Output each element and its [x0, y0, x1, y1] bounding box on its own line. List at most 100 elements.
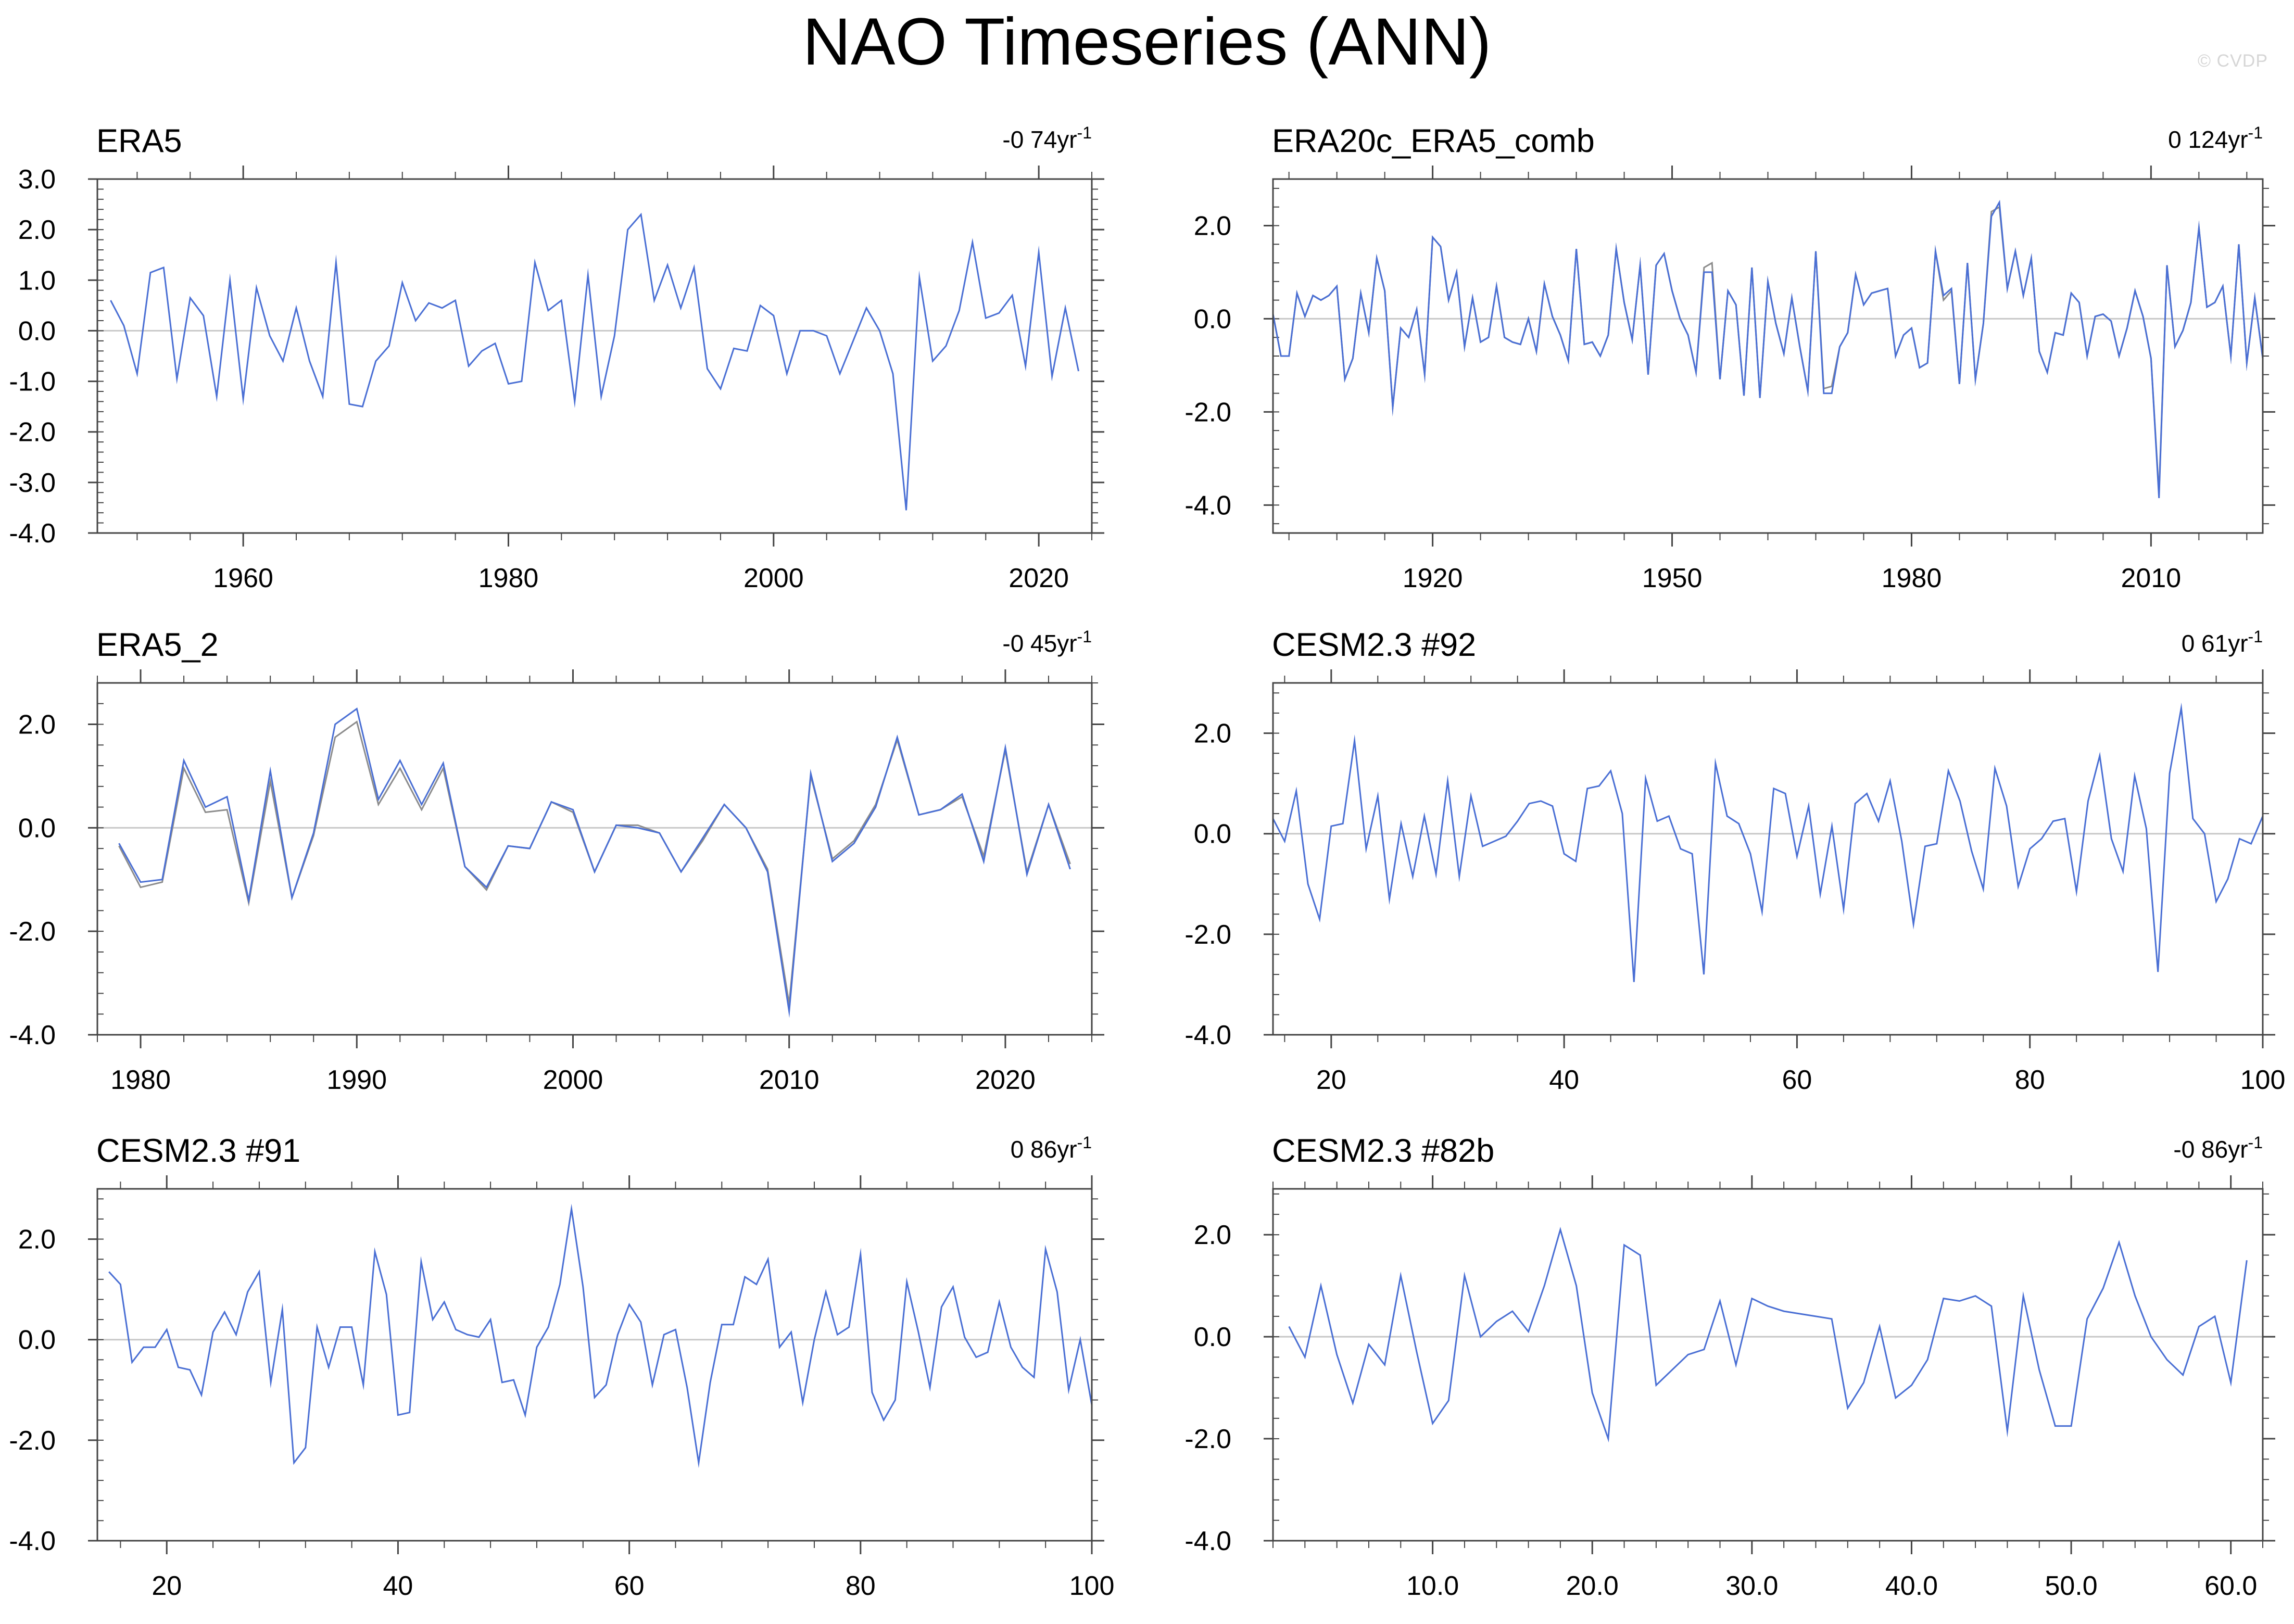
trend-exponent: -1 — [2248, 123, 2263, 142]
x-tick-label: 100 — [1069, 1571, 1115, 1601]
x-tick-label: 1950 — [1642, 563, 1703, 593]
nao-panel-6: CESM2.3 #82b -0 86yr-1 2.0 0.0 -2.0 -4.0 10.0 2… — [1184, 1133, 2275, 1601]
x-tick-label: 2000 — [743, 563, 804, 593]
nao-series-line — [1272, 702, 2264, 982]
y-tick-label: 2.0 — [18, 710, 56, 740]
x-tick-label: 100 — [2240, 1065, 2286, 1095]
panel-title: ERA5_2 — [96, 627, 219, 663]
y-tick-label: 0.0 — [18, 813, 56, 843]
plot-frame — [96, 682, 1093, 1036]
trend-label: 0 86yr-1 — [1011, 1133, 1092, 1163]
plot-frame — [1272, 682, 2264, 1036]
x-tick-label: 2000 — [543, 1065, 603, 1095]
plot-frame — [96, 1188, 1093, 1542]
y-tick-label: 2.0 — [1194, 1220, 1231, 1250]
x-tick-label: 1980 — [478, 563, 539, 593]
trend-exponent: -1 — [1077, 123, 1092, 142]
y-tick-label: 2.0 — [1194, 211, 1231, 241]
nao-panel-1: ERA5 -0 74yr-1 3.0 2.0 1.0 0.0 -1.0 -2.0 -3.0 -4.… — [9, 123, 1104, 593]
x-tick-label: 1990 — [326, 1065, 387, 1095]
y-tick-label: -4.0 — [1184, 1020, 1231, 1050]
y-tick-label: 3.0 — [18, 164, 56, 195]
nao-series-line — [108, 1203, 1093, 1468]
x-tick-label: 1920 — [1403, 563, 1463, 593]
y-tick-label: 0.0 — [1194, 819, 1231, 849]
y-tick-label: -4.0 — [9, 518, 56, 549]
plot-frame — [1272, 178, 2264, 534]
y-tick-label: -4.0 — [9, 1020, 56, 1050]
y-tick-label: -2.0 — [9, 917, 56, 947]
x-tick-label: 40.0 — [1885, 1571, 1938, 1601]
page-title: NAO Timeseries (ANN) — [802, 5, 1492, 79]
y-tick-label: -1.0 — [9, 367, 56, 397]
x-tick-label: 30.0 — [1725, 1571, 1778, 1601]
x-tick-label: 20 — [1316, 1065, 1346, 1095]
trend-value: 0 124yr — [2168, 126, 2248, 153]
x-tick-label: 50.0 — [2045, 1571, 2097, 1601]
y-tick-label: -4.0 — [1184, 490, 1231, 521]
x-tick-label: 80 — [2015, 1065, 2045, 1095]
trend-label: -0 74yr-1 — [1002, 123, 1092, 153]
y-tick-label: 0.0 — [18, 316, 56, 346]
trend-exponent: -1 — [2248, 627, 2263, 646]
y-tick-label: 2.0 — [18, 1225, 56, 1255]
nao-panel-4: CESM2.3 #92 0 61yr-1 2.0 0.0 -2.0 -4.0 20 40 60 8… — [1184, 627, 2285, 1095]
y-tick-label: -2.0 — [9, 417, 56, 448]
trend-value: -0 86yr — [2173, 1136, 2248, 1163]
y-tick-label: 0.0 — [1194, 304, 1231, 334]
x-tick-label: 2020 — [975, 1065, 1036, 1095]
x-tick-label: 60 — [1782, 1065, 1812, 1095]
y-tick-label: 2.0 — [1194, 719, 1231, 749]
y-tick-label: -4.0 — [1184, 1526, 1231, 1556]
x-tick-label: 20 — [152, 1571, 182, 1601]
trend-exponent: -1 — [1077, 627, 1092, 646]
x-tick-label: 60 — [614, 1571, 645, 1601]
x-tick-label: 20.0 — [1566, 1571, 1619, 1601]
y-tick-label: -2.0 — [1184, 1424, 1231, 1454]
trend-label: -0 86yr-1 — [2173, 1133, 2263, 1163]
y-tick-label: 0.0 — [1194, 1322, 1231, 1352]
y-tick-label: 0.0 — [18, 1325, 56, 1355]
x-tick-label: 80 — [846, 1571, 876, 1601]
plot-frame — [96, 178, 1093, 534]
y-tick-label: 1.0 — [18, 265, 56, 296]
x-tick-label: 1980 — [110, 1065, 171, 1095]
credit-watermark: © CVDP — [2198, 51, 2268, 71]
nao-series-line — [118, 707, 1071, 1018]
x-tick-label: 60.0 — [2204, 1571, 2257, 1601]
y-tick-label: -4.0 — [9, 1526, 56, 1556]
nao-series-line — [110, 212, 1079, 511]
nao-series-line — [1272, 199, 2264, 498]
nao-panel-2: ERA20c_ERA5_comb 0 124yr-1 2.0 0.0 -2.0 -4.0 1… — [1184, 123, 2275, 593]
nao-series-line — [1288, 1226, 2248, 1443]
y-tick-label: -2.0 — [9, 1426, 56, 1456]
trend-label: 0 61yr-1 — [2182, 627, 2263, 657]
panel-title: CESM2.3 #91 — [96, 1133, 300, 1169]
trend-label: 0 124yr-1 — [2168, 123, 2263, 153]
x-tick-label: 10.0 — [1406, 1571, 1459, 1601]
y-tick-label: -2.0 — [1184, 920, 1231, 950]
x-tick-label: 2010 — [759, 1065, 820, 1095]
x-tick-label: 1980 — [1882, 563, 1942, 593]
trend-value: -0 45yr — [1002, 630, 1077, 657]
y-tick-label: -2.0 — [1184, 397, 1231, 427]
panel-title: CESM2.3 #92 — [1272, 627, 1476, 663]
panel-title: ERA5 — [96, 123, 182, 159]
x-tick-label: 2020 — [1009, 563, 1069, 593]
panel-title: CESM2.3 #82b — [1272, 1133, 1494, 1169]
x-tick-label: 1960 — [213, 563, 273, 593]
y-tick-label: -3.0 — [9, 468, 56, 498]
x-tick-label: 2010 — [2121, 563, 2182, 593]
trend-exponent: -1 — [1077, 1133, 1092, 1152]
plot-frame — [1272, 1188, 2264, 1542]
nao-comparison-line — [118, 720, 1071, 1010]
y-tick-label: 2.0 — [18, 215, 56, 245]
trend-value: 0 61yr — [2182, 630, 2248, 657]
nao-panel-5: CESM2.3 #91 0 86yr-1 2.0 0.0 -2.0 -4.0 20 40 60 8… — [9, 1133, 1114, 1601]
trend-label: -0 45yr-1 — [1002, 627, 1092, 657]
x-tick-label: 40 — [1549, 1065, 1579, 1095]
nao-panel-3: ERA5_2 -0 45yr-1 2.0 0.0 -2.0 -4.0 1980 1990 200… — [9, 627, 1104, 1095]
trend-value: -0 74yr — [1002, 126, 1077, 153]
x-tick-label: 40 — [383, 1571, 413, 1601]
